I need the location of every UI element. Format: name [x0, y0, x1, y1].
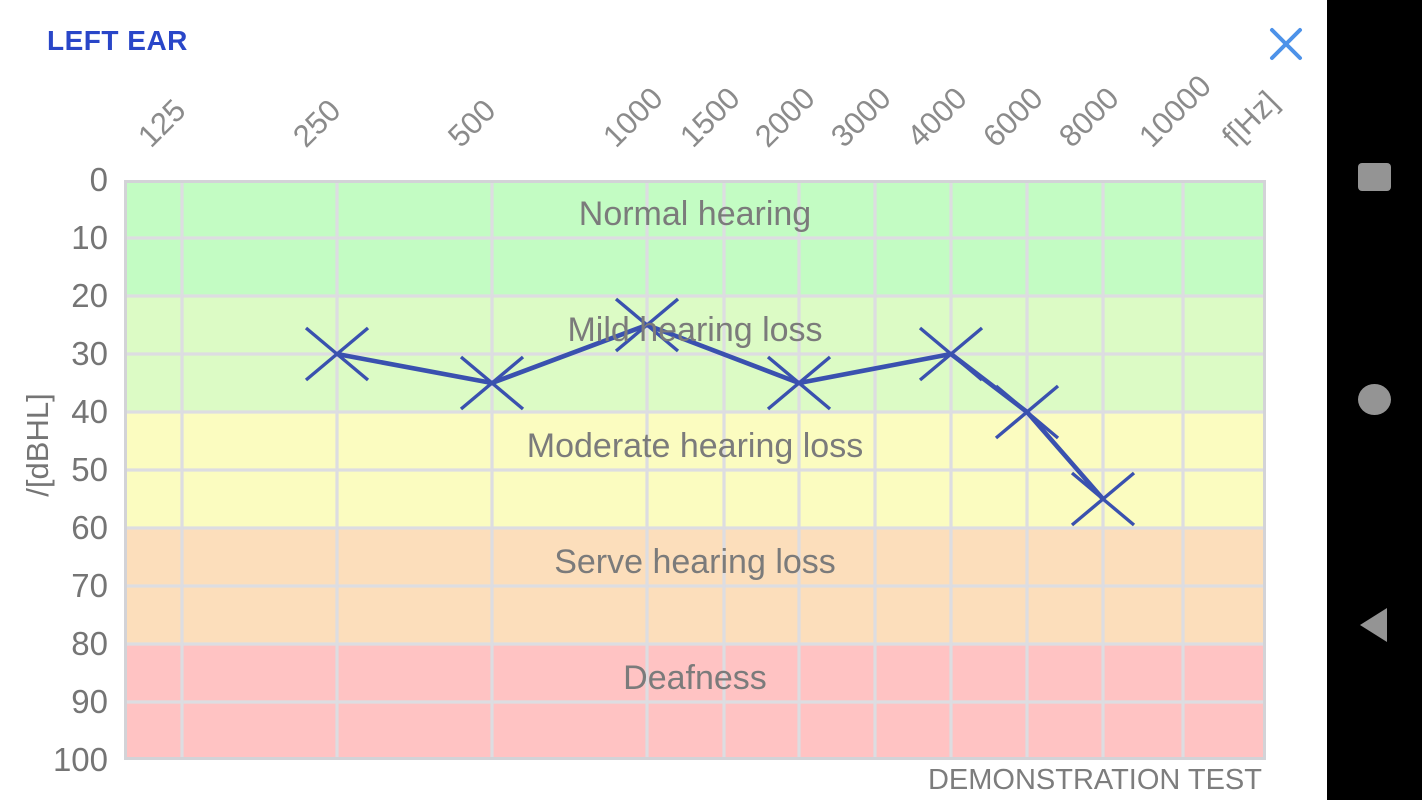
- freq-tick-label: 6000: [976, 80, 1050, 154]
- freq-tick-label: 4000: [900, 80, 974, 154]
- y-tick-label: 30: [71, 335, 108, 372]
- audiogram-plot: [124, 180, 1266, 760]
- y-tick-label: 10: [71, 219, 108, 256]
- y-tick-label: 100: [52, 741, 108, 778]
- y-tick-label: 80: [71, 625, 108, 662]
- page-title: LEFT EAR: [47, 25, 188, 56]
- y-tick-label: 0: [89, 161, 108, 198]
- x-axis-unit-label: f[Hz]: [1215, 84, 1285, 154]
- y-tick-label: 20: [71, 277, 108, 314]
- recents-icon[interactable]: [1358, 163, 1391, 191]
- android-nav-bar: [1327, 0, 1422, 800]
- freq-tick-label: 1500: [673, 80, 747, 154]
- freq-tick-label: 3000: [824, 80, 898, 154]
- freq-tick-label: 125: [131, 92, 193, 154]
- data-point-x-marker: [459, 355, 525, 411]
- data-point-x-marker: [994, 384, 1060, 440]
- close-icon[interactable]: [1262, 20, 1310, 68]
- freq-tick-label: 1000: [596, 80, 670, 154]
- demonstration-note: DEMONSTRATION TEST: [927, 764, 1262, 796]
- freq-tick-label: 250: [286, 92, 348, 154]
- back-icon[interactable]: [1360, 608, 1387, 642]
- home-icon[interactable]: [1358, 384, 1391, 415]
- data-point-x-marker: [1070, 471, 1136, 527]
- y-tick-label: 60: [71, 509, 108, 546]
- freq-tick-label: 10000: [1132, 68, 1218, 154]
- data-point-x-marker: [766, 355, 832, 411]
- data-point-x-marker: [614, 297, 680, 353]
- data-point-x-marker: [918, 326, 984, 382]
- y-tick-label: 40: [71, 393, 108, 430]
- y-tick-label: 90: [71, 683, 108, 720]
- freq-tick-label: 8000: [1052, 80, 1126, 154]
- data-point-x-marker: [304, 326, 370, 382]
- y-tick-label: 50: [71, 451, 108, 488]
- freq-tick-label: 500: [441, 92, 503, 154]
- freq-tick-label: 2000: [748, 80, 822, 154]
- y-tick-label: 70: [71, 567, 108, 604]
